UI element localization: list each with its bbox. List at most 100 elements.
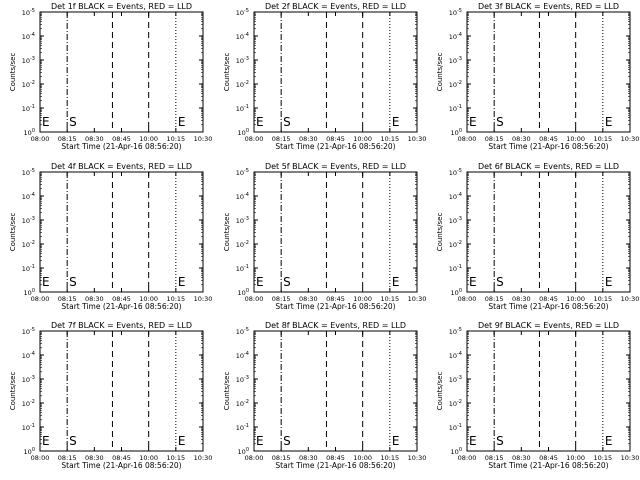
x-axis-label: Start Time (21-Apr-16 08:56:20) <box>61 142 181 151</box>
marker-label-E: E <box>469 434 477 448</box>
marker-label-E: E <box>256 115 264 129</box>
x-axis-label: Start Time (21-Apr-16 08:56:20) <box>488 302 608 311</box>
y-tick-label: 10-4 <box>22 351 35 360</box>
x-tick-label: 10:15 <box>380 135 399 143</box>
detector-panel-4: Det 4f BLACK = Events, RED = LLD Counts/s… <box>9 162 212 311</box>
marker-label-S: S <box>69 275 77 289</box>
y-tick-label: 10-3 <box>449 216 462 225</box>
x-axis-label: Start Time (21-Apr-16 08:56:20) <box>275 461 395 470</box>
detector-panel-7: Det 7f BLACK = Events, RED = LLD Counts/s… <box>9 321 212 470</box>
y-tick-label: 10-5 <box>22 8 35 17</box>
x-tick-label: 10:30 <box>408 454 427 462</box>
panel-title: Det 3f BLACK = Events, RED = LLD <box>478 2 619 11</box>
detector-panel-2: Det 2f BLACK = Events, RED = LLD Counts/s… <box>223 2 426 151</box>
y-tick-label: 10-1 <box>22 423 35 432</box>
marker-label-E: E <box>605 115 613 129</box>
y-tick-label: 10-2 <box>22 80 35 89</box>
y-tick-label: 100 <box>238 447 249 456</box>
marker-label-S: S <box>283 434 291 448</box>
panel-title: Det 8f BLACK = Events, RED = LLD <box>265 321 406 330</box>
y-tick-label: 100 <box>451 288 462 297</box>
y-tick-label: 10-3 <box>449 56 462 65</box>
y-tick-label: 10-4 <box>22 32 35 41</box>
y-tick-label: 10-2 <box>22 240 35 249</box>
detector-panel-8: Det 8f BLACK = Events, RED = LLD Counts/s… <box>223 321 426 470</box>
x-axis-label: Start Time (21-Apr-16 08:56:20) <box>275 302 395 311</box>
plot-frame <box>39 11 204 133</box>
y-tick-label: 10-1 <box>449 104 462 113</box>
panel-title: Det 6f BLACK = Events, RED = LLD <box>478 162 619 171</box>
x-tick-label: 08:30 <box>299 454 318 462</box>
x-axis-label: Start Time (21-Apr-16 08:56:20) <box>488 461 608 470</box>
marker-label-E: E <box>392 275 400 289</box>
y-tick-label: 10-3 <box>236 375 249 384</box>
plot-frame <box>253 171 418 293</box>
panel-title: Det 4f BLACK = Events, RED = LLD <box>51 162 192 171</box>
x-tick-label: 08:00 <box>245 135 264 143</box>
x-tick-label: 10:00 <box>566 295 585 303</box>
marker-label-E: E <box>178 115 186 129</box>
x-tick-label: 08:15 <box>272 135 291 143</box>
plot-frame <box>466 171 631 293</box>
y-tick-label: 10-1 <box>449 264 462 273</box>
marker-label-S: S <box>496 275 504 289</box>
x-tick-label: 08:45 <box>326 454 345 462</box>
y-tick-label: 10-5 <box>236 168 249 177</box>
x-tick-label: 08:15 <box>485 454 504 462</box>
x-tick-label: 10:30 <box>408 295 427 303</box>
x-tick-label: 08:00 <box>458 135 477 143</box>
y-tick-label: 10-3 <box>236 216 249 225</box>
y-tick-label: 10-4 <box>449 192 462 201</box>
marker-label-S: S <box>283 115 291 129</box>
x-tick-label: 10:30 <box>621 135 640 143</box>
marker-label-S: S <box>496 434 504 448</box>
x-tick-label: 08:15 <box>485 295 504 303</box>
y-tick-label: 10-4 <box>449 32 462 41</box>
x-tick-label: 08:45 <box>112 454 131 462</box>
marker-label-E: E <box>256 434 264 448</box>
y-axis-label: Counts/sec <box>436 372 444 411</box>
y-axis-label: Counts/sec <box>223 53 231 92</box>
y-tick-label: 10-3 <box>236 56 249 65</box>
y-tick-label: 10-4 <box>236 351 249 360</box>
x-tick-label: 08:45 <box>112 135 131 143</box>
plot-frame <box>253 11 418 133</box>
y-tick-label: 10-3 <box>22 56 35 65</box>
x-tick-label: 08:30 <box>512 295 531 303</box>
panel-title: Det 9f BLACK = Events, RED = LLD <box>478 321 619 330</box>
x-tick-label: 10:30 <box>194 295 213 303</box>
y-tick-label: 10-3 <box>22 375 35 384</box>
x-tick-label: 10:00 <box>139 295 158 303</box>
y-tick-label: 10-1 <box>236 264 249 273</box>
detector-panel-3: Det 3f BLACK = Events, RED = LLD Counts/s… <box>436 2 639 151</box>
detector-panel-6: Det 6f BLACK = Events, RED = LLD Counts/s… <box>436 162 639 311</box>
x-tick-label: 10:00 <box>353 135 372 143</box>
y-tick-label: 10-5 <box>236 8 249 17</box>
y-tick-label: 10-3 <box>449 375 462 384</box>
x-tick-label: 08:15 <box>485 135 504 143</box>
y-tick-label: 10-5 <box>22 327 35 336</box>
y-tick-label: 100 <box>24 128 35 137</box>
y-tick-label: 10-4 <box>236 192 249 201</box>
y-tick-label: 10-5 <box>449 168 462 177</box>
x-tick-label: 08:15 <box>58 295 77 303</box>
x-tick-label: 08:00 <box>458 295 477 303</box>
marker-label-E: E <box>392 115 400 129</box>
x-tick-label: 10:15 <box>593 295 612 303</box>
y-axis-label: Counts/sec <box>9 372 17 411</box>
x-axis-label: Start Time (21-Apr-16 08:56:20) <box>61 302 181 311</box>
y-tick-label: 100 <box>238 288 249 297</box>
marker-label-E: E <box>42 275 50 289</box>
x-tick-label: 08:30 <box>512 135 531 143</box>
x-tick-label: 10:00 <box>139 135 158 143</box>
y-axis-label: Counts/sec <box>436 53 444 92</box>
y-axis-label: Counts/sec <box>9 213 17 252</box>
x-tick-label: 10:15 <box>380 454 399 462</box>
y-tick-label: 10-2 <box>449 240 462 249</box>
y-tick-label: 10-2 <box>236 399 249 408</box>
x-tick-label: 10:15 <box>166 454 185 462</box>
x-tick-label: 10:15 <box>380 295 399 303</box>
x-tick-label: 08:00 <box>245 295 264 303</box>
x-tick-label: 08:45 <box>539 454 558 462</box>
x-tick-label: 08:00 <box>31 135 50 143</box>
